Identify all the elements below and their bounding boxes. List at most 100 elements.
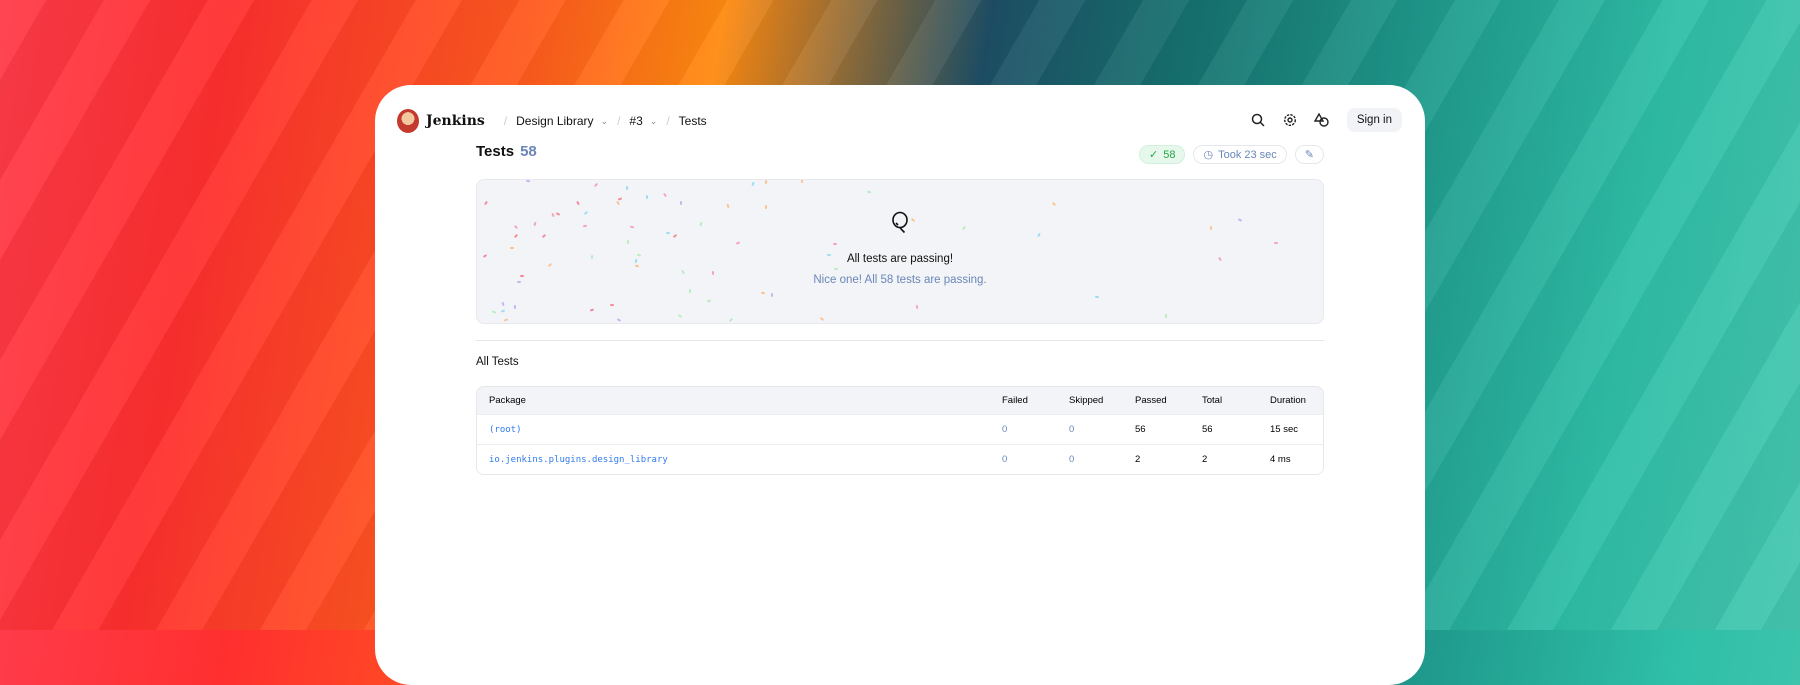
skipped-cell[interactable]: 0: [1069, 424, 1075, 435]
success-banner: All tests are passing! Nice one! All 58 …: [476, 179, 1324, 324]
confetti-piece: [834, 267, 839, 271]
confetti-piece: [1037, 233, 1042, 238]
confetti-piece: [509, 246, 514, 249]
table-row: (root) 0 0 56 56 15 sec: [477, 414, 1323, 444]
confetti-piece: [645, 195, 649, 200]
package-link[interactable]: (root): [489, 424, 522, 435]
confetti-piece: [533, 221, 537, 226]
jenkins-logo[interactable]: [397, 109, 419, 133]
confetti-piece: [801, 180, 804, 184]
balloon-icon: [892, 211, 908, 234]
theme-icon[interactable]: [1313, 111, 1331, 129]
banner-title: All tests are passing!: [846, 253, 954, 265]
confetti-piece: [961, 226, 966, 231]
confetti-piece: [1164, 314, 1168, 319]
confetti-piece: [501, 301, 505, 307]
confetti-piece: [726, 203, 730, 209]
breadcrumb-design-library[interactable]: Design Library: [516, 114, 594, 128]
confetti-piece: [1095, 296, 1100, 299]
confetti-piece: [819, 316, 824, 322]
chevron-down-icon[interactable]: ⌄: [649, 115, 658, 126]
confetti-piece: [526, 180, 531, 183]
banner-subtitle: Nice one! All 58 tests are passing.: [813, 274, 987, 286]
header-skipped[interactable]: Skipped: [1069, 395, 1104, 406]
search-icon[interactable]: [1249, 111, 1267, 129]
header-passed[interactable]: Passed: [1135, 395, 1167, 406]
confetti-piece: [629, 225, 635, 229]
separator: /: [666, 114, 670, 128]
confetti-piece: [672, 233, 677, 238]
table-row: io.jenkins.plugins.design_library 0 0 2 …: [477, 444, 1323, 474]
confetti-piece: [729, 318, 734, 323]
confetti-piece: [626, 186, 629, 191]
passed-count: 58: [1163, 148, 1176, 161]
separator: /: [503, 114, 508, 128]
breadcrumb-build[interactable]: #3: [629, 114, 643, 128]
chevron-down-icon[interactable]: ⌄: [600, 115, 609, 126]
breadcrumb-tests[interactable]: Tests: [678, 114, 707, 128]
total-cell: 56: [1202, 424, 1213, 435]
header-package[interactable]: Package: [489, 395, 526, 406]
confetti-piece: [826, 253, 832, 257]
failed-cell[interactable]: 0: [1002, 424, 1008, 435]
duration-cell: 15 sec: [1270, 424, 1298, 435]
confetti-piece: [1052, 201, 1057, 206]
table-header: Package Failed Skipped Passed Total Dura…: [477, 387, 1323, 414]
header-failed[interactable]: Failed: [1002, 395, 1028, 406]
confetti-piece: [751, 181, 755, 186]
brand[interactable]: Jenkins: [426, 113, 485, 129]
confetti-piece: [832, 242, 838, 246]
confetti-piece: [541, 233, 546, 239]
confetti-piece: [735, 241, 741, 245]
confetti-piece: [911, 217, 916, 223]
confetti-piece: [617, 196, 622, 201]
confetti-piece: [551, 212, 556, 218]
confetti-piece: [547, 263, 552, 268]
confetti-piece: [513, 224, 518, 229]
confetti-piece: [699, 221, 703, 226]
confetti-piece: [764, 180, 768, 185]
duration-badge[interactable]: ◷ Took 23 sec: [1193, 145, 1287, 164]
skipped-cell[interactable]: 0: [1069, 454, 1075, 465]
confetti-piece: [514, 233, 519, 238]
separator: /: [617, 114, 621, 128]
confetti-piece: [491, 310, 497, 315]
sign-in-button[interactable]: Sign in: [1346, 108, 1402, 132]
confetti-piece: [634, 264, 640, 268]
tests-table: Package Failed Skipped Passed Total Dura…: [476, 386, 1324, 475]
confetti-piece: [1274, 241, 1279, 244]
confetti-piece: [514, 304, 517, 309]
confetti-piece: [866, 190, 872, 194]
failed-cell[interactable]: 0: [1002, 454, 1008, 465]
edit-button[interactable]: ✎: [1294, 145, 1324, 164]
confetti-piece: [706, 299, 712, 303]
confetti-piece: [770, 292, 774, 298]
confetti-piece: [1237, 217, 1243, 222]
app-window: [375, 85, 1425, 685]
page-title: Tests 58: [476, 143, 1324, 160]
passed-cell: 2: [1135, 454, 1141, 465]
confetti-piece: [590, 308, 595, 312]
passed-badge[interactable]: ✓ 58: [1139, 145, 1186, 164]
confetti-piece: [677, 313, 683, 318]
confetti-piece: [555, 212, 561, 216]
timer-icon: ◷: [1203, 149, 1214, 161]
confetti-piece: [593, 183, 599, 188]
passed-cell: 56: [1135, 424, 1146, 435]
package-link[interactable]: io.jenkins.plugins.design_library: [489, 454, 668, 465]
duration-cell: 4 ms: [1270, 454, 1291, 465]
confetti-piece: [1209, 225, 1212, 230]
header-duration[interactable]: Duration: [1270, 395, 1306, 406]
confetti-piece: [616, 317, 622, 322]
header-total[interactable]: Total: [1202, 395, 1223, 406]
confetti-piece: [500, 309, 506, 313]
confetti-piece: [576, 200, 580, 205]
confetti-piece: [662, 192, 667, 198]
pencil-icon: ✎: [1304, 149, 1314, 161]
gear-icon[interactable]: [1281, 111, 1299, 129]
section-title: All Tests: [476, 356, 519, 368]
confetti-piece: [615, 200, 620, 206]
duration-text: Took 23 sec: [1218, 148, 1277, 161]
confetti-piece: [626, 240, 630, 245]
confetti-piece: [681, 269, 686, 274]
